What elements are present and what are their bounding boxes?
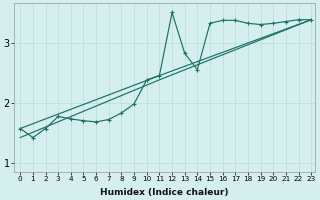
X-axis label: Humidex (Indice chaleur): Humidex (Indice chaleur) [100,188,229,197]
